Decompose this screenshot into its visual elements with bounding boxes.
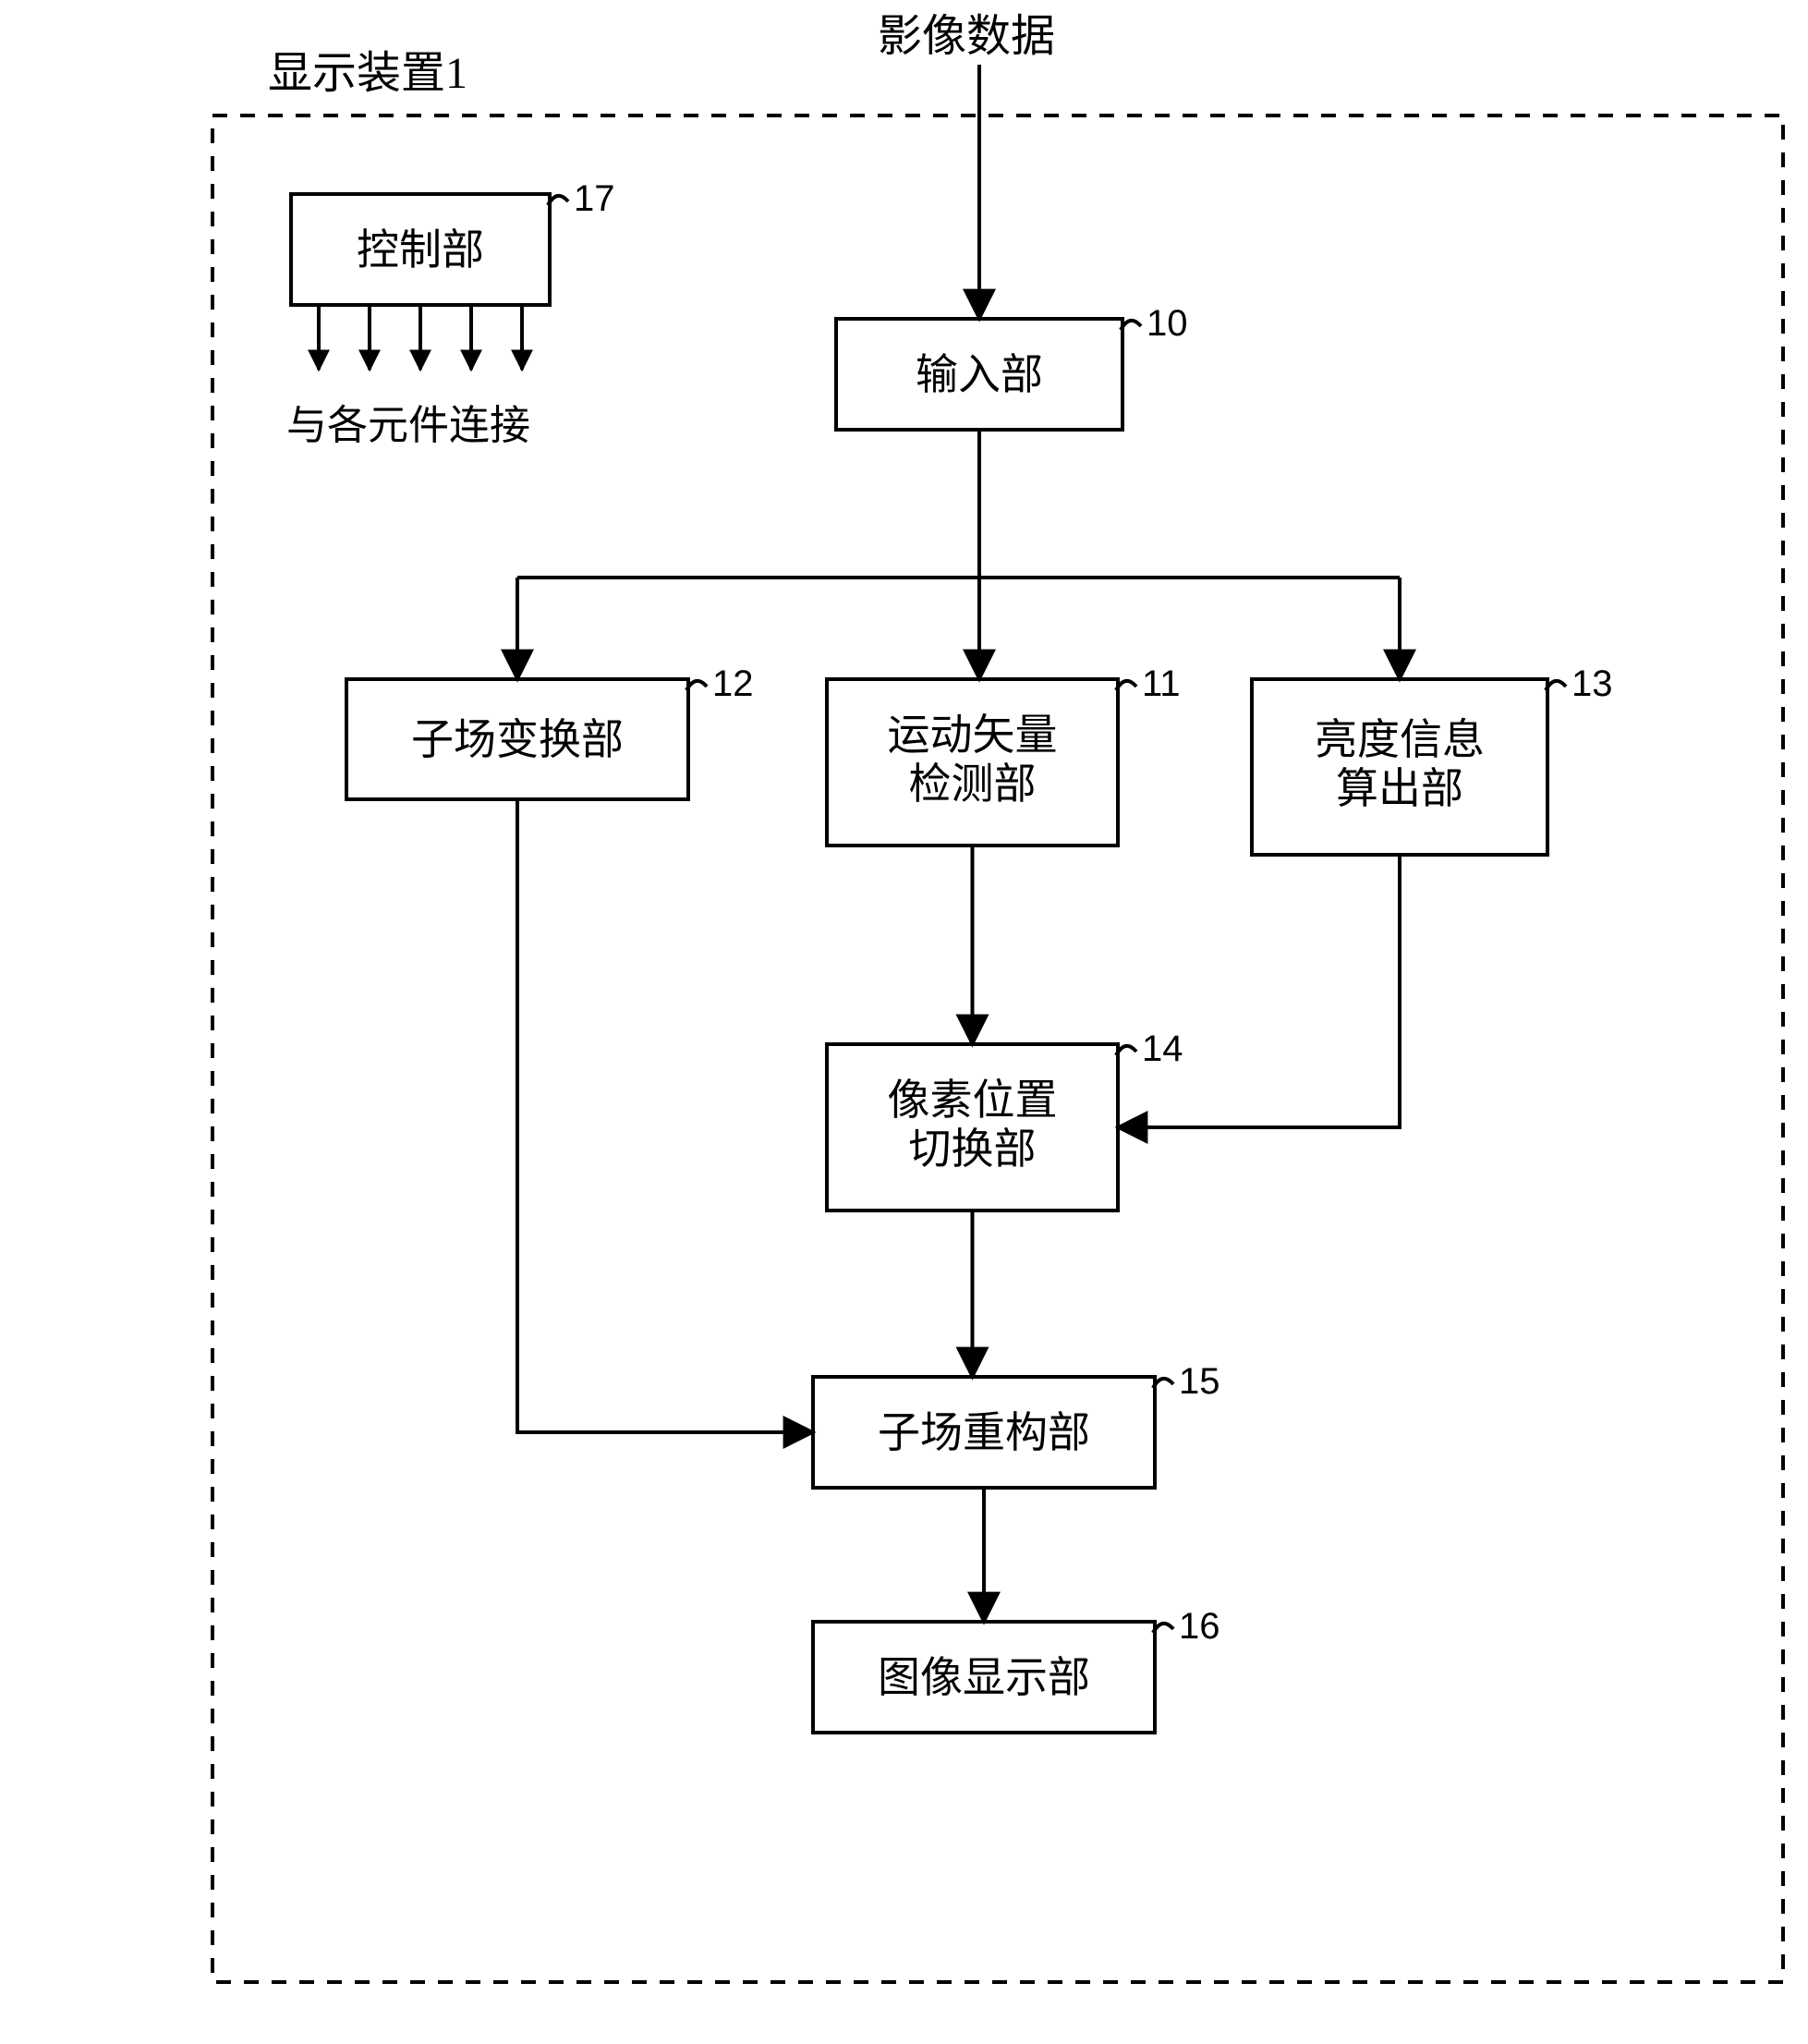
node-n13-line1: 算出部 [1336,765,1463,812]
node-n10-text: 输入部 [916,351,1043,398]
node-n17-ref: 17 [574,178,615,219]
label-input-top: 影像数据 [878,12,1055,61]
edge-n12-n15 [517,799,813,1432]
node-n14-line0: 像素位置 [888,1077,1058,1124]
node-n15-text: 子场重构部 [878,1409,1090,1456]
node-n16-ref: 16 [1179,1606,1220,1647]
node-n10-ref: 10 [1147,303,1188,344]
node-n13-line0: 亮度信息 [1315,716,1485,763]
node-n16-text: 图像显示部 [878,1654,1090,1701]
node-n17-text: 控制部 [357,226,484,274]
node-n14-line1: 切换部 [909,1125,1037,1173]
label-container-title: 显示装置1 [268,49,467,98]
node-n12-ref: 12 [712,663,754,704]
node-n12-text: 子场变换部 [411,716,624,763]
node-n14-ref: 14 [1142,1028,1183,1069]
node-n11-line0: 运动矢量 [888,712,1058,759]
flowchart-canvas: 影像数据显示装置1 与各元件连接 控制部 17 输入部 10 子场变换部 12 运动矢量检测部 1… [0,0,1808,2044]
node-n11-line1: 检测部 [909,760,1037,808]
edge-n13-n14 [1118,855,1400,1127]
label-connect-note: 与各元件连接 [286,403,530,448]
node-n15-ref: 15 [1179,1361,1220,1402]
node-n11-ref: 11 [1142,663,1181,704]
node-n13-ref: 13 [1571,663,1613,704]
